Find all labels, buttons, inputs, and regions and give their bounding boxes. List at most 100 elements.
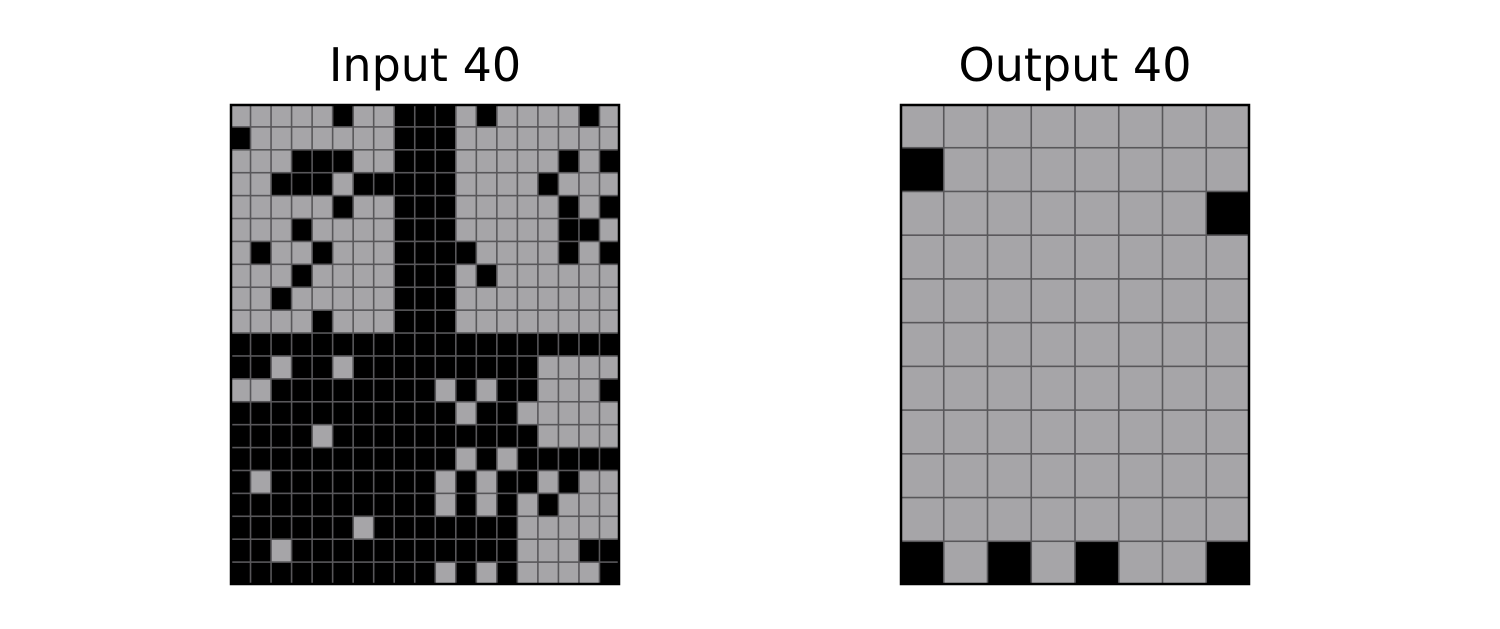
input-cell-black [312, 333, 332, 356]
input-cell-gray [333, 242, 353, 264]
output-cell-gray [1119, 323, 1162, 366]
output-cell-gray [1032, 235, 1075, 279]
output-cell-gray [988, 454, 1031, 497]
input-cell-gray [333, 265, 353, 287]
input-cell-gray [538, 265, 558, 287]
input-cell-gray [374, 310, 394, 333]
input-cell-black [251, 562, 271, 585]
input-title: Input 40 [328, 38, 522, 92]
input-cell-gray [374, 265, 394, 287]
input-cell-gray [456, 219, 476, 241]
input-cell-gray [271, 310, 291, 333]
input-cell-black [600, 150, 620, 172]
input-cell-gray [477, 219, 497, 241]
input-cell-black [395, 333, 414, 356]
input-cell-black [415, 150, 435, 172]
input-cell-black [395, 402, 414, 424]
input-cell-gray [353, 288, 373, 310]
input-cell-black [559, 150, 579, 172]
input-cell-gray [518, 219, 538, 241]
input-cell-black [251, 356, 271, 379]
input-cell-gray [559, 127, 579, 149]
input-cell-black [271, 471, 291, 493]
input-cell-black [353, 494, 373, 516]
output-cell-gray [944, 542, 987, 585]
input-cell-gray [374, 104, 394, 127]
input-cell-black [559, 333, 579, 356]
input-cell-gray [600, 104, 620, 127]
input-cell-black [353, 356, 373, 379]
output-cell-black [1207, 192, 1250, 235]
input-cell-gray [579, 379, 599, 401]
input-cell-gray [477, 471, 497, 493]
input-cell-black [497, 517, 517, 539]
input-cell-black [538, 494, 558, 516]
input-cell-black [395, 219, 414, 241]
input-cell-black [292, 356, 312, 379]
input-cell-gray [456, 127, 476, 149]
input-cell-gray [251, 173, 271, 195]
input-cell-gray [292, 310, 312, 333]
input-cell-gray [374, 219, 394, 241]
input-cell-gray [353, 150, 373, 172]
input-cell-gray [456, 310, 476, 333]
input-cell-gray [251, 310, 271, 333]
input-cell-gray [436, 471, 455, 493]
input-cell-black [374, 448, 394, 470]
input-cell-black [559, 471, 579, 493]
input-cell-black [395, 379, 414, 401]
input-cell-black [292, 265, 312, 287]
input-cell-gray [559, 494, 579, 516]
output-cell-gray [944, 498, 987, 541]
input-cell-gray [251, 288, 271, 310]
output-cell-black [1075, 542, 1118, 585]
output-cell-gray [1032, 104, 1075, 147]
input-cell-gray [518, 242, 538, 264]
output-grid [899, 103, 1251, 586]
output-cell-gray [1032, 367, 1075, 410]
input-cell-gray [333, 288, 353, 310]
input-cell-black [374, 356, 394, 379]
input-cell-black [415, 448, 435, 470]
input-cell-gray [477, 288, 497, 310]
input-cell-black [477, 402, 497, 424]
input-cell-black [395, 356, 414, 379]
input-cell-gray [436, 379, 455, 401]
input-cell-gray [477, 150, 497, 172]
input-cell-black [312, 471, 332, 493]
input-cell-gray [579, 425, 599, 447]
input-cell-black [374, 517, 394, 539]
input-cell-gray [333, 219, 353, 241]
input-cell-black [271, 425, 291, 447]
output-cell-gray [1207, 367, 1250, 410]
input-cell-black [353, 471, 373, 493]
input-cell-black [230, 517, 250, 539]
input-cell-black [497, 562, 517, 585]
input-cell-gray [600, 402, 620, 424]
input-cell-gray [292, 127, 312, 149]
input-cell-gray [600, 517, 620, 539]
input-grid-border [229, 103, 621, 586]
input-cell-black [415, 379, 435, 401]
input-cell-black [436, 517, 455, 539]
input-cell-gray [497, 150, 517, 172]
input-cell-black [230, 448, 250, 470]
input-cell-gray [477, 562, 497, 585]
input-cell-gray [271, 539, 291, 562]
input-cell-black [271, 448, 291, 470]
input-cell-gray [477, 196, 497, 218]
input-cell-black [456, 333, 476, 356]
output-cell-gray [1163, 367, 1206, 410]
input-cell-gray [538, 425, 558, 447]
input-cell-black [518, 448, 538, 470]
input-cell-black [477, 448, 497, 470]
input-cell-black [415, 333, 435, 356]
input-cell-gray [374, 150, 394, 172]
input-cell-black [415, 127, 435, 149]
input-cell-gray [271, 265, 291, 287]
input-cell-black [477, 539, 497, 562]
input-cell-gray [518, 265, 538, 287]
input-cell-gray [312, 425, 332, 447]
output-cell-gray [988, 104, 1031, 147]
input-cell-black [333, 562, 353, 585]
